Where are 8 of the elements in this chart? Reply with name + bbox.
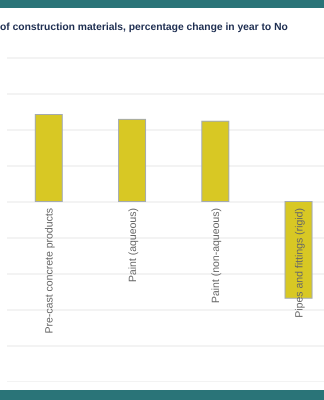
- x-tick-label: Paint (non-aqueous): [210, 208, 222, 304]
- x-tick-label: Paint (aqueous): [126, 208, 139, 282]
- x-tick-label: Pipes and fittings (rigid): [293, 208, 306, 318]
- bar: [34, 114, 63, 202]
- chart-title: of construction materials, percentage change in year to No: [0, 22, 289, 33]
- x-tick-label: Pre-cast concrete products: [44, 208, 56, 334]
- bar: [118, 118, 146, 202]
- bar: [201, 120, 230, 202]
